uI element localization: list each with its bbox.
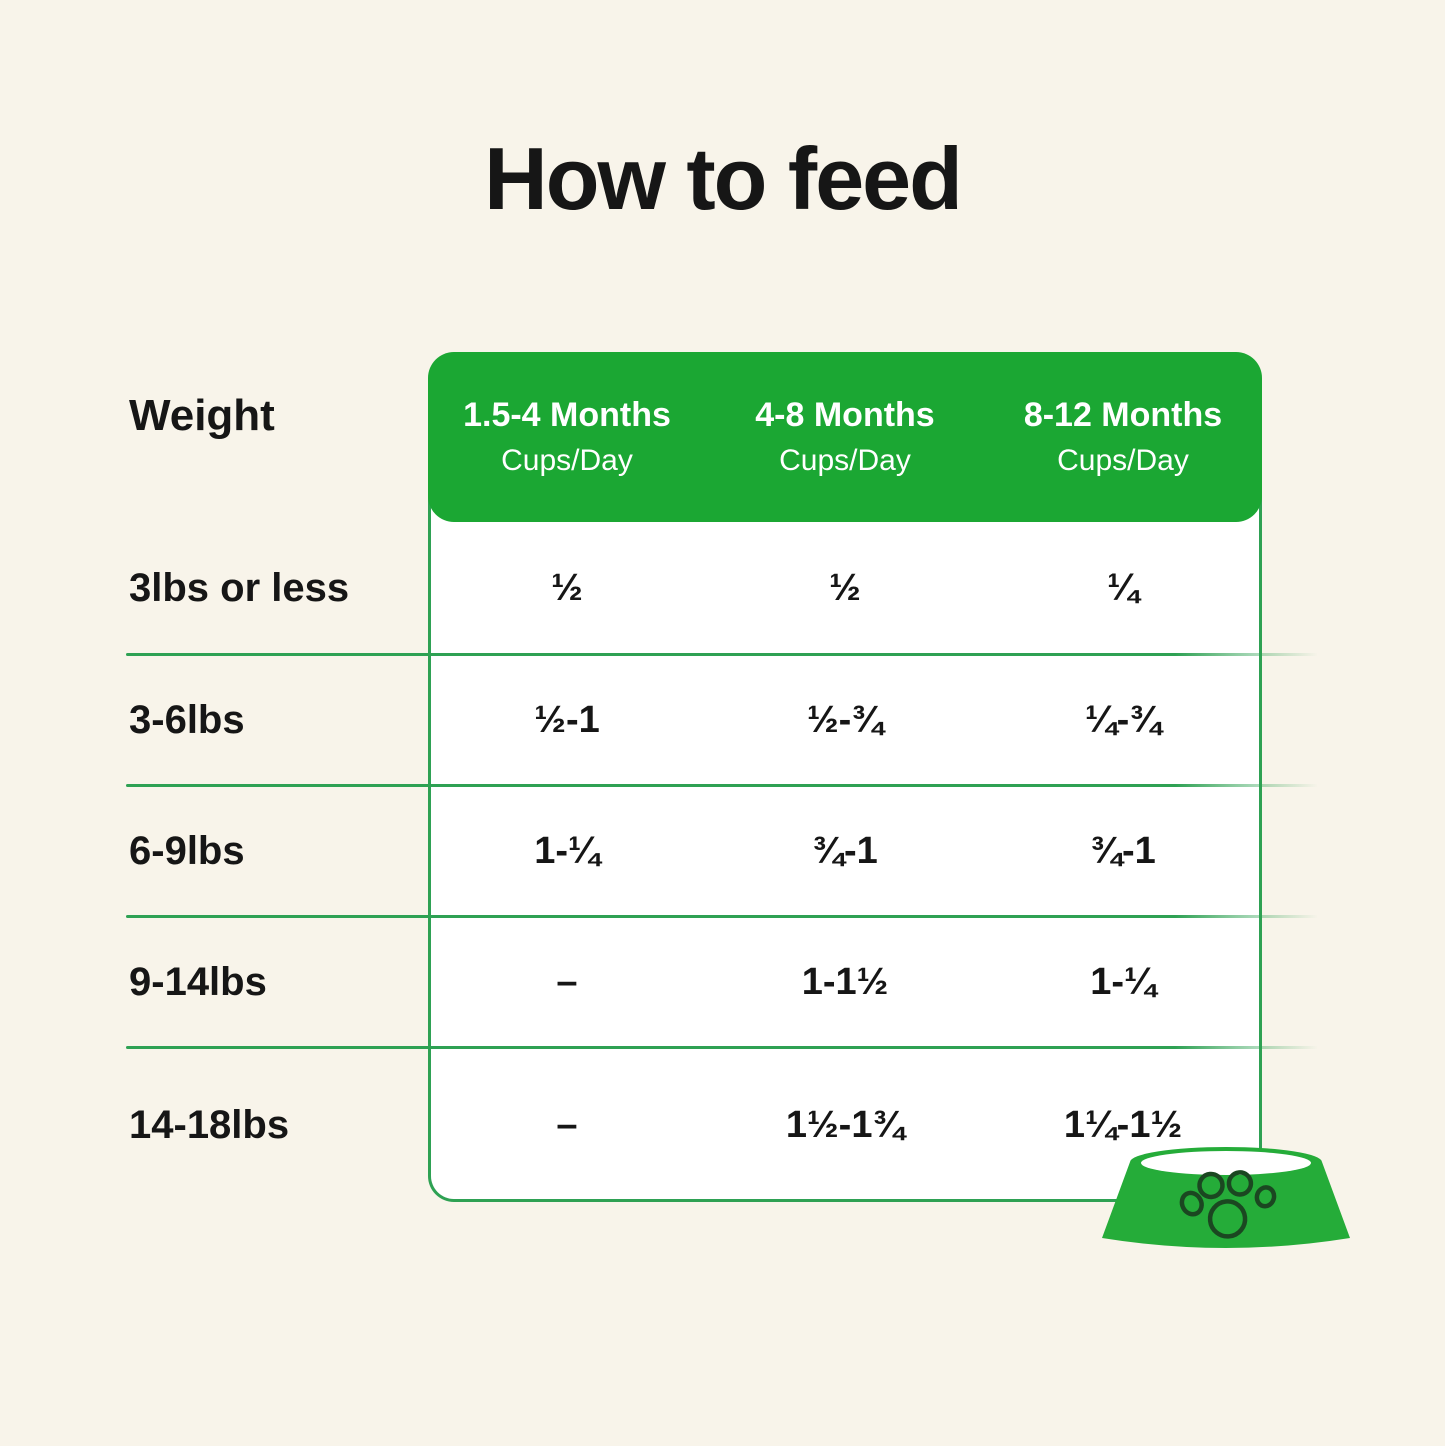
cell-value: ½ — [829, 567, 861, 609]
cell-value: 1-¼ — [534, 830, 600, 872]
feeding-table-rows: 3lbs or less ½ ½ ¼ 3-6lbs ½-1 ½-¾ ¼-¾ 6-… — [0, 522, 1445, 1202]
row-weight-label: 14-18lbs — [129, 1102, 290, 1147]
feeding-table-body — [428, 440, 1262, 1202]
row-weight-label: 6-9lbs — [129, 829, 245, 873]
row-weight-label: 3-6lbs — [129, 698, 245, 742]
cell-value: ½-1 — [534, 699, 600, 741]
header-col-2: 4-8 Months Cups/Day — [706, 396, 984, 477]
header-col-label: 1.5-4 Months — [463, 396, 671, 435]
cell-value: ½ — [551, 567, 583, 609]
cell-value: 1½-1¾ — [785, 1103, 905, 1146]
weight-column-header: Weight — [129, 391, 275, 440]
table-row: 3lbs or less ½ ½ ¼ — [0, 522, 1445, 655]
table-row: 3-6lbs ½-1 ½-¾ ¼-¾ — [0, 655, 1445, 786]
row-weight-label: 9-14lbs — [129, 960, 267, 1004]
header-col-label: 8-12 Months — [1023, 396, 1223, 435]
cell-value: ½-¾ — [806, 699, 884, 741]
cell-value: 1¼-1½ — [1063, 1103, 1183, 1146]
header-col-3: 8-12 Months Cups/Day — [984, 396, 1262, 477]
cell-value: ¾-1 — [812, 830, 878, 872]
row-divider — [126, 915, 1318, 918]
header-col-label: 4-8 Months — [755, 396, 935, 435]
table-row: 9-14lbs – 1-1½ 1-¼ — [0, 917, 1445, 1048]
page-title: How to feed — [484, 129, 963, 228]
cell-value: ¼-¾ — [1084, 699, 1162, 741]
cell-value: 1-¼ — [1090, 961, 1156, 1003]
feeding-table-header: 1.5-4 Months Cups/Day 4-8 Months Cups/Da… — [428, 352, 1262, 522]
header-col-sublabel: Cups/Day — [501, 443, 633, 477]
cell-value: 1-1½ — [801, 961, 889, 1003]
row-weight-label: 3lbs or less — [129, 566, 350, 610]
cell-value: – — [556, 1103, 578, 1146]
row-divider — [126, 653, 1318, 656]
dog-bowl-paw-icon — [1102, 1147, 1350, 1248]
cell-value: ¾-1 — [1090, 830, 1156, 872]
header-col-sublabel: Cups/Day — [1057, 443, 1189, 477]
table-row: 6-9lbs 1-¼ ¾-1 ¾-1 — [0, 786, 1445, 917]
header-col-1: 1.5-4 Months Cups/Day — [428, 396, 706, 477]
row-divider — [126, 784, 1318, 787]
cell-value: – — [556, 961, 578, 1003]
header-col-sublabel: Cups/Day — [779, 443, 911, 477]
table-row: 14-18lbs – 1½-1¾ 1¼-1½ — [0, 1048, 1445, 1202]
cell-value: ¼ — [1107, 567, 1139, 609]
row-divider — [126, 1046, 1318, 1049]
